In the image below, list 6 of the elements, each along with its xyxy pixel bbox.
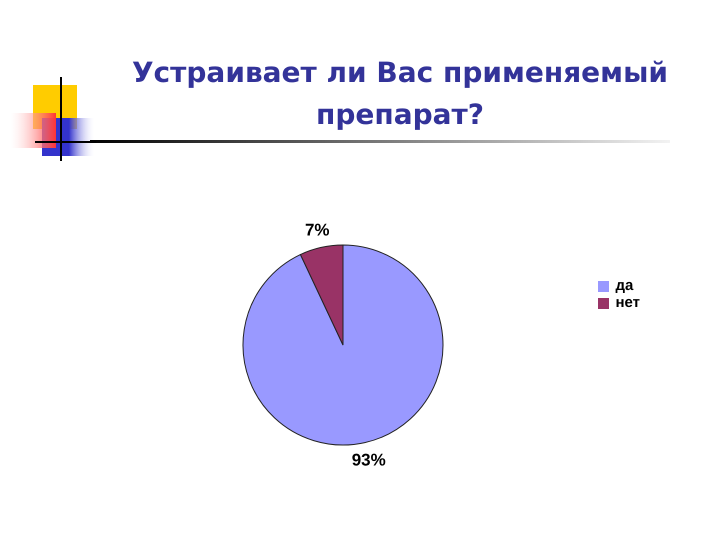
- legend-label: да: [615, 277, 634, 294]
- data-label: 93%: [352, 450, 386, 470]
- chart-title: Устраивает ли Вас применяемый препарат?: [130, 55, 670, 133]
- data-label: 7%: [304, 220, 330, 240]
- legend-label: нет: [615, 294, 640, 311]
- pie-slice: [242, 244, 444, 446]
